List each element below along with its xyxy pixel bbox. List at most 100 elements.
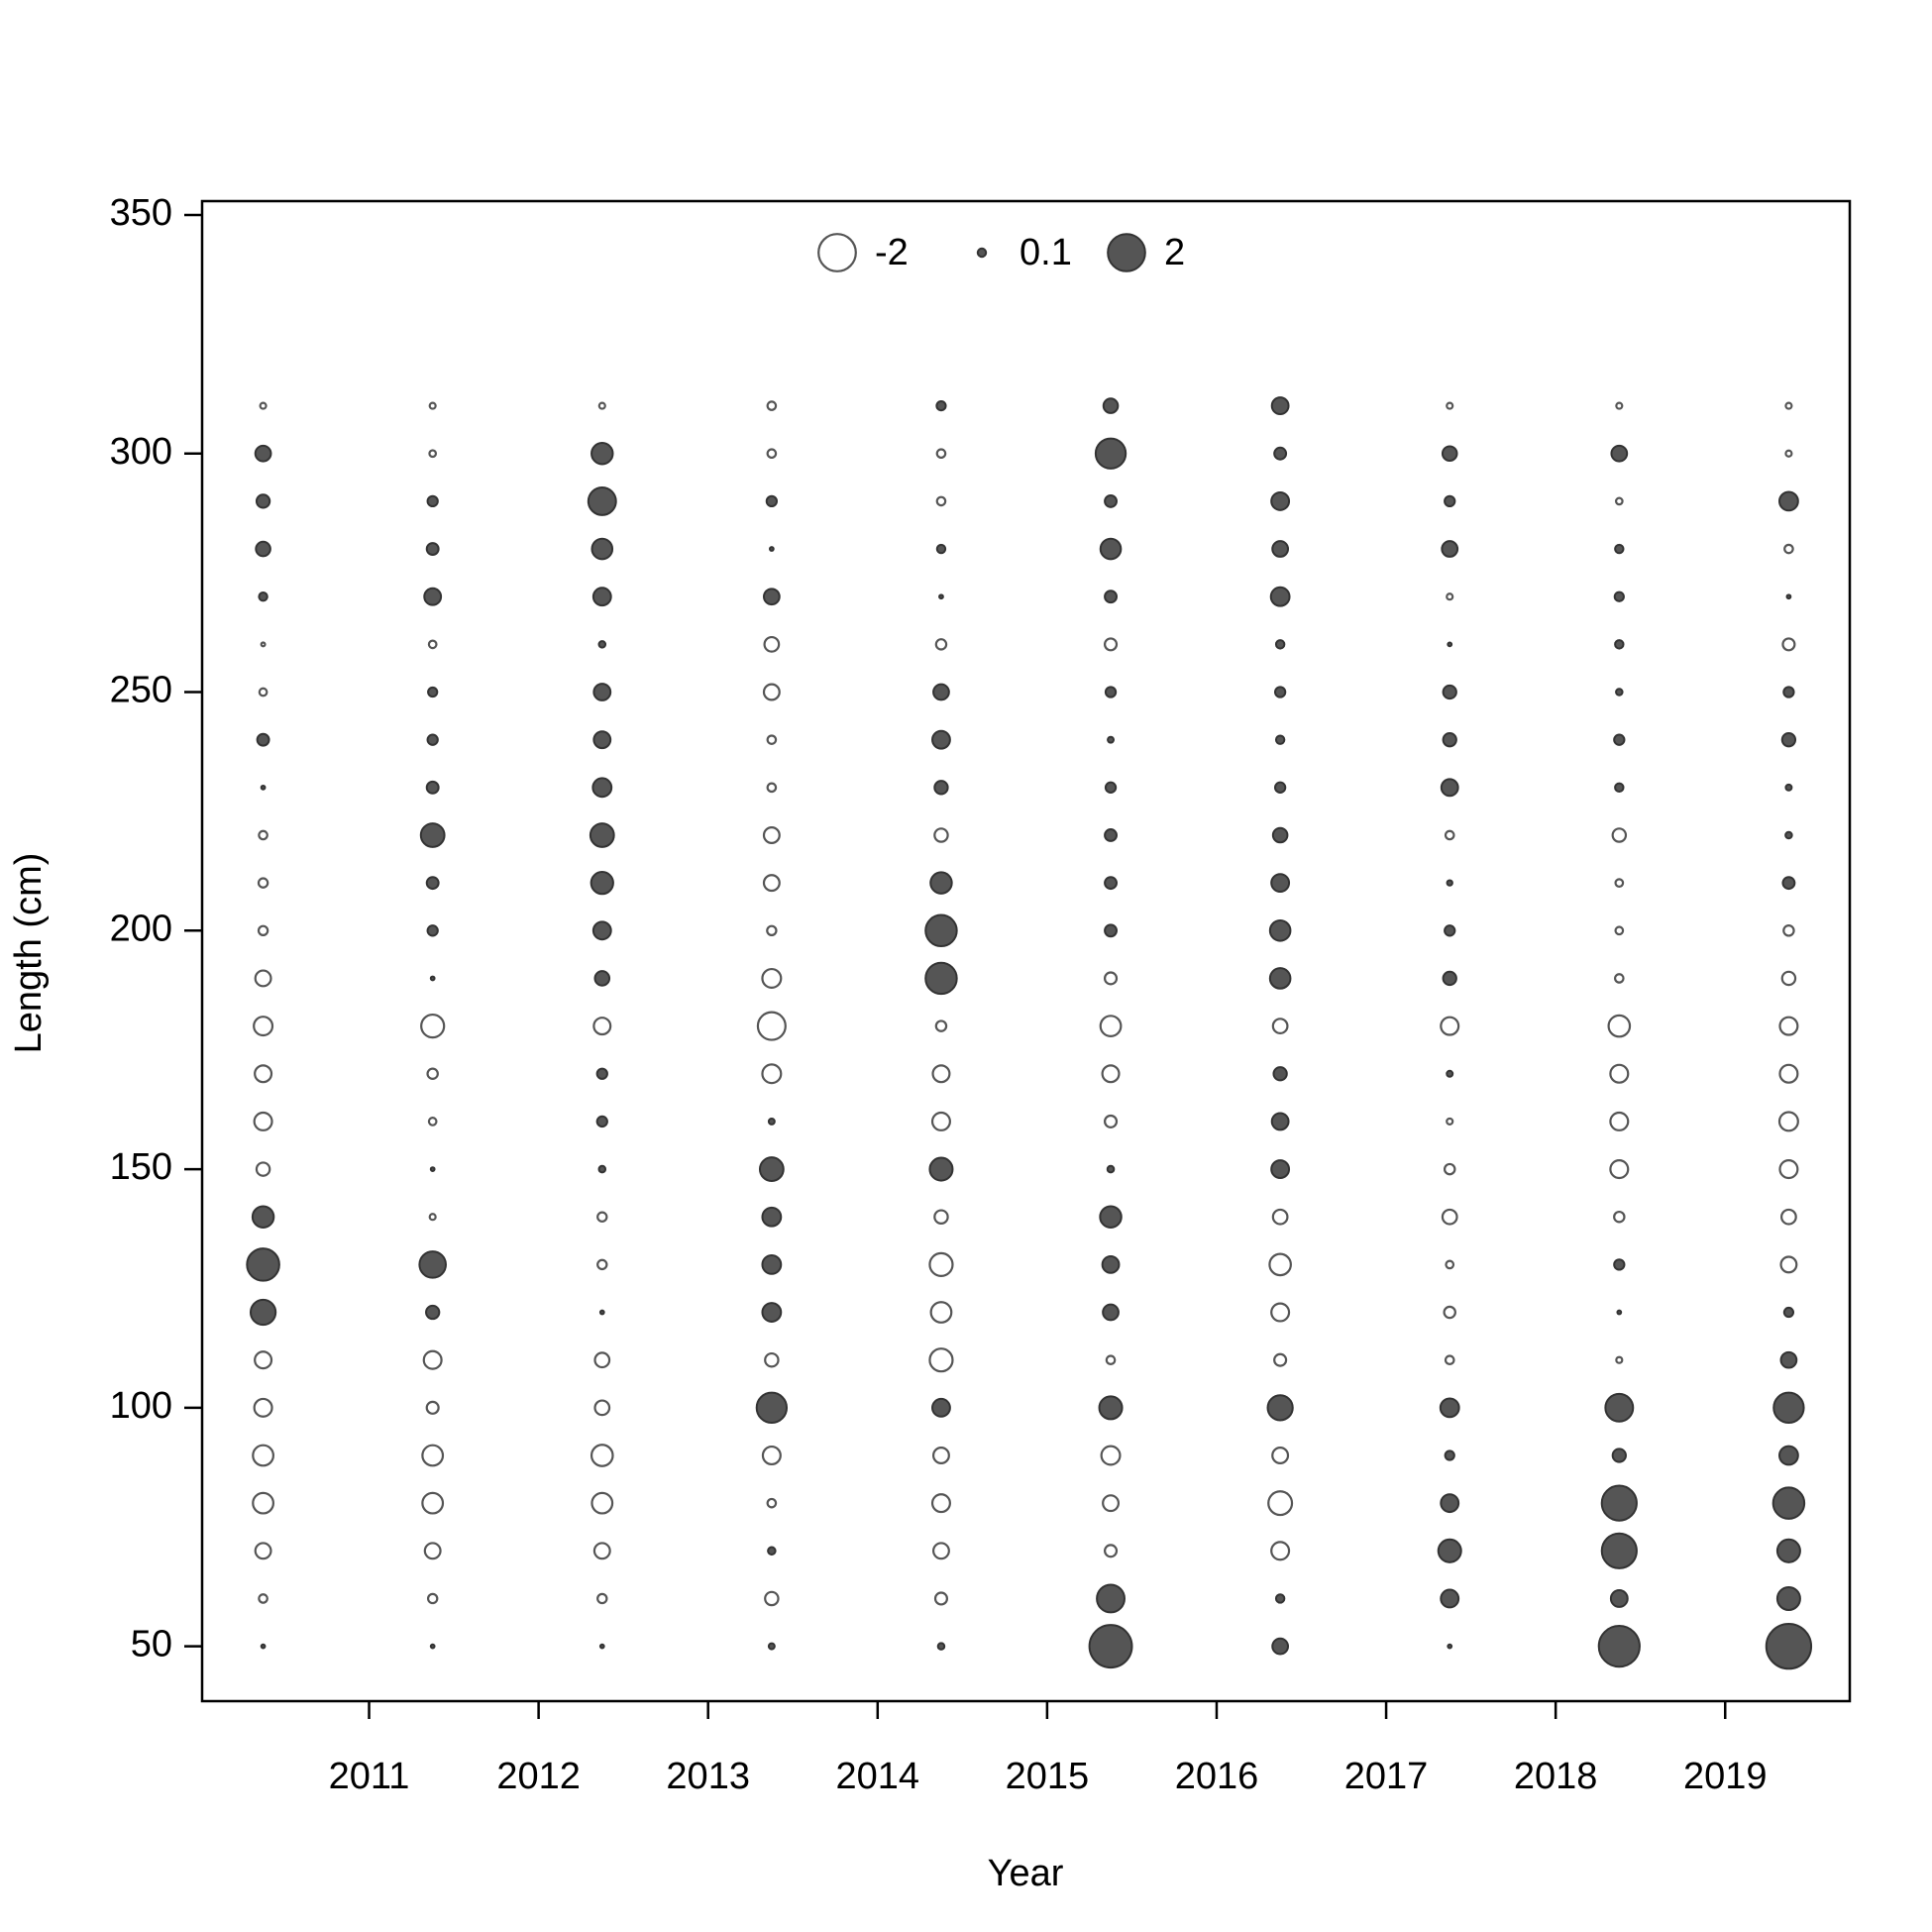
bubble [598, 1643, 605, 1650]
bubble [1447, 641, 1453, 648]
bubble [766, 734, 778, 745]
bubble [426, 1067, 439, 1081]
bubble [592, 1017, 612, 1036]
bubble [1613, 1210, 1626, 1224]
bubble [593, 1399, 611, 1417]
bubble [935, 543, 947, 555]
bubble [1442, 970, 1457, 987]
bubble [254, 969, 272, 988]
bubble [1600, 1484, 1638, 1522]
bubble [928, 1156, 954, 1182]
y-tick-label: 150 [110, 1146, 172, 1188]
bubble [762, 683, 781, 701]
bubble [1615, 688, 1624, 697]
bubble [933, 780, 949, 796]
bubble [932, 683, 950, 701]
bubble [1107, 735, 1116, 744]
bubble [590, 871, 614, 896]
bubble [1274, 1593, 1286, 1604]
bubble [1444, 1449, 1455, 1461]
bubble [1439, 1397, 1460, 1419]
bubble [597, 401, 606, 410]
bubble [1782, 1306, 1795, 1319]
bubble [1446, 1117, 1454, 1126]
bubble [418, 1250, 447, 1279]
bubble [762, 874, 781, 893]
bubble [928, 1251, 954, 1277]
bubble [591, 587, 612, 607]
bubble [1782, 924, 1795, 937]
bubble [1272, 1066, 1288, 1082]
bubble [1778, 490, 1799, 512]
bubble [1100, 1445, 1122, 1466]
bubble [1614, 639, 1625, 650]
bubble [1269, 586, 1291, 607]
bubble [1447, 1643, 1453, 1650]
bubble [1104, 828, 1118, 842]
bubble [258, 687, 268, 698]
bubble [425, 542, 440, 556]
y-tick-label: 300 [110, 431, 172, 473]
x-tick-label: 2018 [1514, 1756, 1598, 1797]
bubble [1443, 1305, 1456, 1320]
bubble [1266, 1394, 1294, 1422]
bubble [1614, 543, 1625, 555]
bubble [426, 1592, 439, 1605]
x-tick-label: 2017 [1344, 1756, 1429, 1797]
bubble [254, 444, 272, 463]
x-axis-label: Year [988, 1853, 1064, 1894]
bubble [593, 970, 611, 987]
bubble [1273, 446, 1288, 461]
bubble [934, 1020, 948, 1032]
bubble [591, 777, 613, 799]
bubble [933, 1591, 949, 1606]
bubble [428, 1213, 437, 1222]
bubble [255, 493, 271, 509]
bubble [425, 1304, 441, 1321]
bubble [428, 449, 438, 459]
bubble [1784, 401, 1793, 410]
bubble [1440, 778, 1459, 798]
bubble [1778, 1063, 1799, 1084]
bubble [255, 1161, 271, 1177]
bubble [766, 924, 778, 937]
bubble [252, 1444, 274, 1467]
bubble [1103, 637, 1119, 652]
bubble [596, 1592, 608, 1605]
bubble [1609, 1111, 1630, 1131]
y-tick-label: 100 [110, 1385, 172, 1427]
bubble [761, 1253, 783, 1275]
bubble [1780, 732, 1797, 748]
bubble [590, 1444, 614, 1467]
bubble [1094, 437, 1127, 470]
bubble [246, 1247, 280, 1282]
bubble [756, 1011, 787, 1041]
bubble [768, 546, 775, 552]
bubble [1446, 879, 1453, 887]
bubble [936, 1642, 946, 1651]
bubble [423, 1542, 442, 1560]
bubble [1105, 1354, 1117, 1365]
bubble [254, 1064, 273, 1084]
bubble [1271, 540, 1290, 558]
bubble [256, 732, 270, 747]
bubble [1270, 490, 1291, 511]
bubble [930, 1493, 951, 1514]
bubble [764, 1590, 780, 1607]
bubble [259, 401, 268, 410]
bubble [930, 1111, 951, 1131]
bubble [1775, 1585, 1801, 1611]
bubble [1441, 540, 1459, 558]
bubble [935, 448, 947, 460]
bubble [590, 1491, 614, 1515]
bubble [1088, 1624, 1133, 1669]
bubble [1771, 1486, 1806, 1520]
bubble [1779, 1350, 1798, 1369]
bubble [1780, 970, 1797, 987]
bubble [761, 1445, 782, 1466]
bubble [1615, 1355, 1624, 1364]
bubble [1098, 1395, 1124, 1421]
bubble [1271, 1018, 1289, 1034]
bubble [1609, 1063, 1630, 1084]
legend-bubble [817, 233, 857, 272]
